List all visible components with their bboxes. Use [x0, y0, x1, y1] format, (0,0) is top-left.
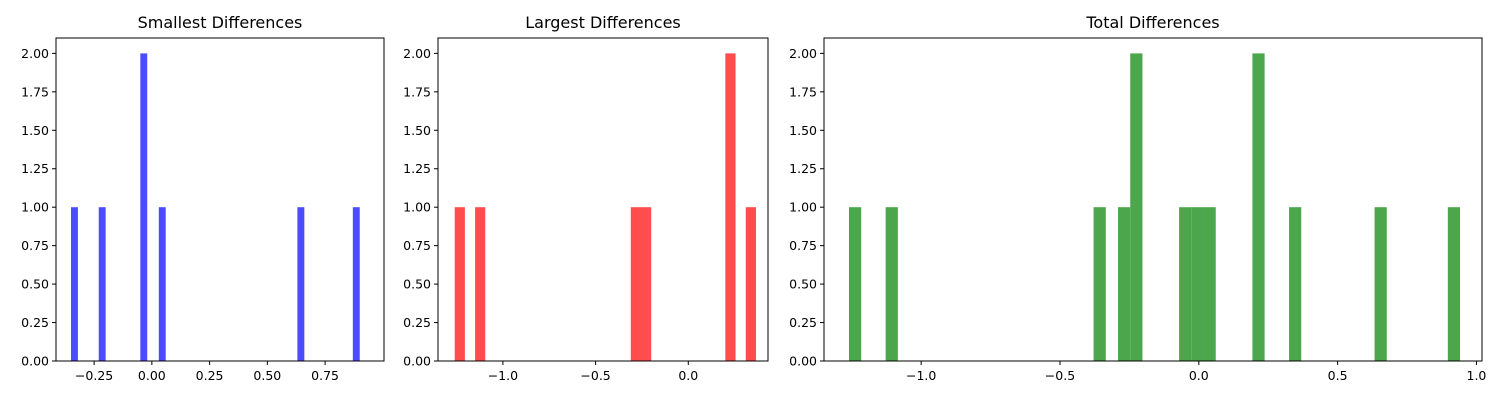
panel-total-differences: Total Differences 0.00 0.25 0.50 0.75 1.00 1.…: [789, 13, 1486, 383]
x-tick-label: −0.5: [580, 368, 610, 383]
y-tick-label: 1.25: [21, 161, 49, 176]
x-tick-label: 0.0: [678, 368, 698, 383]
histogram-bar: [1130, 53, 1143, 361]
x-tick-label: 0.50: [253, 368, 281, 383]
y-tick-label: 0.50: [789, 277, 817, 292]
y-tick-label: 0.00: [403, 354, 431, 369]
x-tick-label: 0.25: [196, 368, 224, 383]
chart-title: Total Differences: [1085, 13, 1219, 32]
y-tick-label: 1.00: [21, 200, 49, 215]
y-tick-label: 0.75: [403, 238, 431, 253]
y-tick-label: 1.75: [21, 84, 49, 99]
y-tick-label: 1.25: [789, 161, 817, 176]
x-tick-label: 1.0: [1467, 368, 1487, 383]
histogram-bar: [745, 207, 756, 361]
histogram-bar: [1447, 207, 1461, 361]
y-tick-label: 1.50: [21, 123, 49, 138]
y-tick-label: 0.75: [789, 238, 817, 253]
x-tick-label: 0.0: [1189, 368, 1209, 383]
axes-frame: [823, 37, 1483, 362]
histogram-bar: [475, 207, 486, 361]
y-tick-label: 0.25: [403, 315, 431, 330]
histogram-bar: [352, 207, 360, 361]
histogram-bar: [1179, 207, 1192, 361]
y-tick-label: 2.00: [403, 46, 431, 61]
y-tick-label: 0.25: [789, 315, 817, 330]
y-tick-label: 1.00: [403, 200, 431, 215]
y-tick-label: 1.75: [403, 84, 431, 99]
axes-frame: [437, 37, 769, 362]
panel-largest-differences: Largest Differences 0.00 0.25 0.50 0.75 1.00…: [403, 13, 769, 383]
y-tick-label: 0.75: [21, 238, 49, 253]
histogram-bar: [158, 207, 166, 361]
y-tick-label: 0.50: [21, 277, 49, 292]
histogram-bar: [1093, 207, 1106, 361]
x-tick-label: −1.0: [906, 368, 936, 383]
histogram-bar: [71, 207, 78, 361]
x-tick-label: 0.75: [311, 368, 339, 383]
histogram-bar: [641, 207, 652, 361]
histogram-bar: [725, 53, 736, 361]
histogram-bar: [1252, 53, 1265, 361]
chart-title: Largest Differences: [525, 13, 681, 32]
histogram-bar: [1374, 207, 1387, 361]
y-tick-label: 2.00: [789, 46, 817, 61]
histogram-bar: [1203, 207, 1216, 361]
histogram-bar: [1118, 207, 1131, 361]
chart-title: Smallest Differences: [138, 13, 303, 32]
histogram-bar: [1191, 207, 1204, 361]
y-tick-label: 1.00: [789, 200, 817, 215]
histogram-bar: [297, 207, 305, 361]
histogram-bar: [140, 53, 148, 361]
x-tick-label: −0.25: [75, 368, 113, 383]
y-tick-label: 1.75: [789, 84, 817, 99]
x-tick-label: −0.5: [1045, 368, 1075, 383]
histogram-bar: [98, 207, 106, 361]
x-tick-label: 0.5: [1328, 368, 1348, 383]
y-tick-label: 1.25: [403, 161, 431, 176]
histogram-bar: [630, 207, 642, 361]
x-tick-label: 0.00: [138, 368, 166, 383]
y-tick-label: 0.25: [21, 315, 49, 330]
histogram-bar: [848, 207, 862, 361]
histogram-bar: [885, 207, 898, 361]
x-tick-label: −1.0: [488, 368, 518, 383]
histogram-bar: [1289, 207, 1302, 361]
y-tick-label: 0.50: [403, 277, 431, 292]
y-tick-label: 0.00: [21, 354, 49, 369]
axes-frame: [55, 37, 385, 362]
y-tick-label: 2.00: [21, 46, 49, 61]
y-tick-label: 1.50: [403, 123, 431, 138]
y-tick-label: 1.50: [789, 123, 817, 138]
y-tick-label: 0.00: [789, 354, 817, 369]
histogram-bar: [454, 207, 465, 361]
panel-smallest-differences: Smallest Differences 0.00 0.25 0.50 0.75 1.0…: [21, 13, 385, 383]
